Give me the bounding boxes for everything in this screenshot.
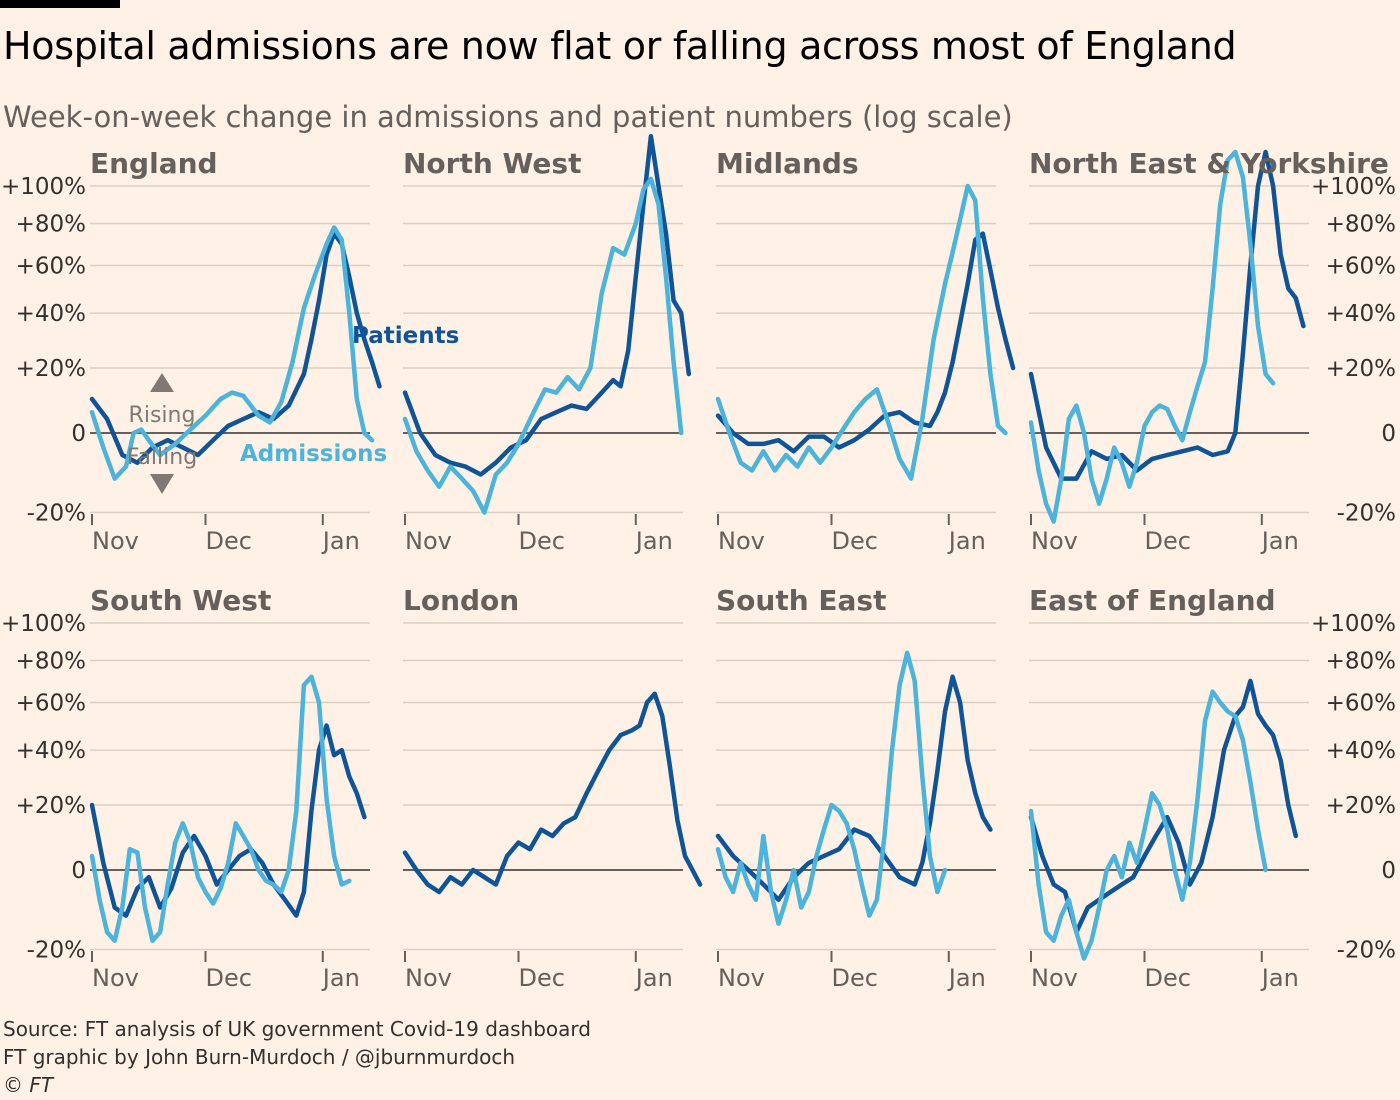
panel-north-east-and-yorkshire: Nov Dec Jan -20% 0 +20% +40% +60% +80% +100%North… [1028, 147, 1396, 555]
y-tick-label: +40% [1326, 301, 1396, 327]
admissions-line [89, 225, 375, 481]
y-tick-label: +100% [1311, 611, 1396, 637]
y-tick-label: +60% [1326, 691, 1396, 717]
panel-title: South West [90, 584, 271, 617]
y-tick-label: +100% [1, 174, 86, 200]
admissions-line [715, 650, 948, 926]
panel-south-east: Nov Dec Jan South East [715, 584, 996, 992]
patients-line [715, 231, 1016, 454]
y-tick-label: +60% [1326, 254, 1396, 280]
y-tick-label: +40% [1326, 738, 1396, 764]
x-tick-label: Dec [1145, 527, 1191, 555]
admissions-line [715, 183, 1008, 481]
y-tick-label: +60% [16, 254, 86, 280]
y-tick-label: +20% [16, 793, 86, 819]
falling-arrow-icon [150, 474, 174, 494]
panel-title: England [90, 147, 218, 180]
patients-line [715, 674, 993, 902]
x-tick-label: Nov [405, 964, 452, 992]
panel-east-of-england: Nov Dec Jan -20% 0 +20% +40% +60% +80% +100% East … [1028, 584, 1396, 992]
panel-london: Nov Dec Jan London [402, 584, 703, 992]
y-tick-label: 0 [71, 858, 86, 884]
admissions-line [1028, 689, 1268, 961]
admissions-line [89, 674, 352, 943]
admissions-legend-label: Admissions [240, 441, 387, 467]
rising-arrow-icon [150, 373, 174, 392]
x-tick-label: Jan [634, 527, 673, 555]
x-tick-label: Dec [206, 527, 252, 555]
small-multiples-chart: Nov Dec Jan-20%0+20%+40%+60%+80%+100%Engla… [1, 133, 1396, 992]
x-tick-label: Jan [321, 527, 360, 555]
panel-england: Nov Dec Jan -20% 0 +20% +40% +60% +80% +100%Engla… [1, 147, 459, 555]
x-tick-label: Nov [1031, 527, 1078, 555]
chart-title: Hospital admissions are now flat or fall… [3, 24, 1237, 68]
y-tick-label: +100% [1311, 174, 1396, 200]
top-accent-bar [0, 0, 120, 8]
patients-line [1028, 678, 1299, 935]
y-tick-label: +60% [16, 691, 86, 717]
panel-title: North West [403, 147, 581, 180]
y-tick-label: +80% [16, 649, 86, 675]
patients-line [402, 133, 692, 477]
y-tick-label: +20% [1326, 793, 1396, 819]
y-tick-label: +100% [1, 611, 86, 637]
x-tick-label: Dec [519, 527, 565, 555]
panel-title: South East [716, 584, 886, 617]
y-tick-label: +20% [1326, 356, 1396, 382]
x-tick-label: Dec [832, 964, 878, 992]
x-tick-label: Dec [1145, 964, 1191, 992]
x-tick-label: Nov [718, 527, 765, 555]
x-tick-label: Dec [519, 964, 565, 992]
y-tick-label: -20% [1337, 938, 1396, 964]
falling-label: Falling [127, 445, 197, 470]
y-tick-label: 0 [1381, 421, 1396, 447]
panel-title: North East & Yorkshire [1029, 147, 1389, 180]
y-tick-label: +80% [16, 212, 86, 238]
admissions-line [402, 176, 684, 515]
y-tick-label: +20% [16, 356, 86, 382]
x-tick-label: Jan [947, 527, 986, 555]
x-tick-label: Jan [1260, 527, 1299, 555]
panel-title: London [403, 584, 519, 617]
y-tick-label: -20% [1337, 501, 1396, 527]
chart-subtitle: Week-on-week change in admissions and pa… [3, 100, 1013, 134]
patients-legend-label: Patients [352, 323, 459, 349]
y-tick-label: +80% [1326, 649, 1396, 675]
source-note: Source: FT analysis of UK government Cov… [3, 1017, 591, 1041]
x-tick-label: Jan [634, 964, 673, 992]
x-tick-label: Nov [405, 527, 452, 555]
x-tick-label: Dec [206, 964, 252, 992]
panel-title: East of England [1029, 584, 1276, 617]
x-tick-label: Jan [1260, 964, 1299, 992]
patients-line [1028, 149, 1306, 481]
x-tick-label: Dec [832, 527, 878, 555]
graphic-credit: FT graphic by John Burn-Murdoch / @jburn… [3, 1045, 516, 1069]
patients-line [89, 231, 382, 465]
y-tick-label: -20% [27, 938, 86, 964]
footer: Source: FT analysis of UK government Cov… [3, 1015, 591, 1099]
x-tick-label: Jan [947, 964, 986, 992]
y-tick-label: +40% [16, 301, 86, 327]
y-tick-label: -20% [27, 501, 86, 527]
panel-north-west: Nov Dec Jan North West [402, 133, 692, 555]
x-tick-label: Nov [92, 527, 139, 555]
y-tick-label: +40% [16, 738, 86, 764]
admissions-line [1028, 149, 1276, 524]
panel-midlands: Nov Dec Jan Midlands [715, 147, 1016, 555]
copyright: © FT [3, 1073, 54, 1097]
y-tick-label: 0 [71, 421, 86, 447]
panel-south-west: Nov Dec Jan -20% 0 +20% +40% +60% +80% +100%South… [1, 584, 370, 992]
y-tick-label: +80% [1326, 212, 1396, 238]
rising-label: Rising [129, 403, 196, 428]
x-tick-label: Jan [321, 964, 360, 992]
panel-title: Midlands [716, 147, 859, 180]
patients-line [402, 691, 703, 895]
x-tick-label: Nov [1031, 964, 1078, 992]
x-tick-label: Nov [718, 964, 765, 992]
y-tick-label: 0 [1381, 858, 1396, 884]
x-tick-label: Nov [92, 964, 139, 992]
